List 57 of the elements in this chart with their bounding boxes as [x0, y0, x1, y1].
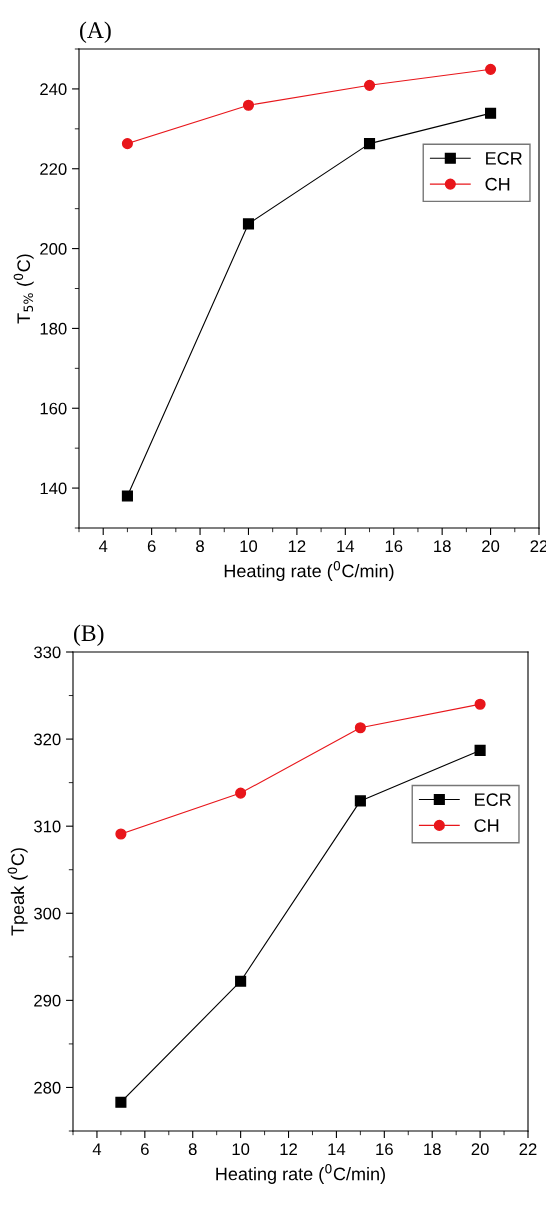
legend-label: ECR [486, 151, 522, 165]
x-tick-label: 10 [232, 1143, 250, 1156]
chart-title: (A) [80, 21, 111, 43]
point [363, 138, 376, 150]
legend-label: ECR [475, 793, 511, 807]
point [115, 828, 127, 840]
y-tick-label: 180 [40, 322, 67, 335]
y-tick-label: 320 [34, 733, 61, 746]
point [121, 490, 133, 502]
y-axis-title: Tpeak ($^{0}$C) [7, 848, 28, 936]
point [485, 107, 497, 119]
point [235, 975, 247, 987]
y-tick-label: 220 [40, 163, 67, 175]
y-tick-label: 140 [40, 482, 67, 495]
point [115, 1096, 127, 1108]
legend-label: CH [474, 819, 499, 832]
point [121, 138, 133, 150]
x-tick-label: 6 [147, 540, 156, 553]
x-tick-label: 18 [424, 1143, 441, 1156]
y-tick-label: 300 [34, 907, 61, 920]
x-tick-label: 16 [385, 540, 403, 553]
x-tick-label: 20 [482, 540, 500, 553]
point [474, 698, 486, 710]
y-tick-label: 280 [34, 1081, 61, 1094]
x-tick-label: 8 [196, 540, 204, 553]
y-tick-label: 330 [34, 646, 61, 659]
y-tick-label: 160 [40, 402, 67, 415]
point [485, 63, 497, 75]
point [242, 99, 255, 111]
point [354, 795, 366, 807]
x-tick-label: 22 [519, 1143, 537, 1155]
x-axis-title: Heating rate ($^{0}$C/min) [224, 560, 394, 581]
x-tick-label: 8 [188, 1143, 197, 1156]
y-axis-title: T$_{5%}$ ($^{0}$C) [13, 254, 34, 324]
x-tick-label: 20 [471, 1143, 489, 1156]
y-tick-label: 240 [40, 83, 67, 96]
x-tick-label: 14 [337, 540, 355, 552]
x-tick-label: 4 [92, 1143, 102, 1155]
x-tick-label: 12 [280, 1143, 297, 1155]
point [242, 218, 255, 230]
legend-label: CH [485, 177, 510, 191]
x-tick-label: 16 [376, 1143, 393, 1156]
x-tick-label: 10 [240, 540, 258, 553]
point [235, 787, 247, 799]
x-tick-label: 4 [98, 540, 108, 552]
y-tick-label: 310 [34, 820, 61, 833]
y-tick-label: 200 [40, 242, 67, 255]
y-tick-label: 290 [34, 994, 61, 1007]
point [363, 79, 376, 91]
x-tick-label: 18 [434, 540, 451, 553]
x-tick-label: 12 [288, 540, 306, 552]
chart-title: (B) [74, 624, 104, 646]
x-axis-title: Heating rate ($^{0}$C/min) [216, 1163, 385, 1184]
x-tick-label: 14 [328, 1143, 346, 1155]
point [474, 744, 486, 756]
point [354, 722, 366, 734]
x-tick-label: 6 [141, 1143, 149, 1156]
